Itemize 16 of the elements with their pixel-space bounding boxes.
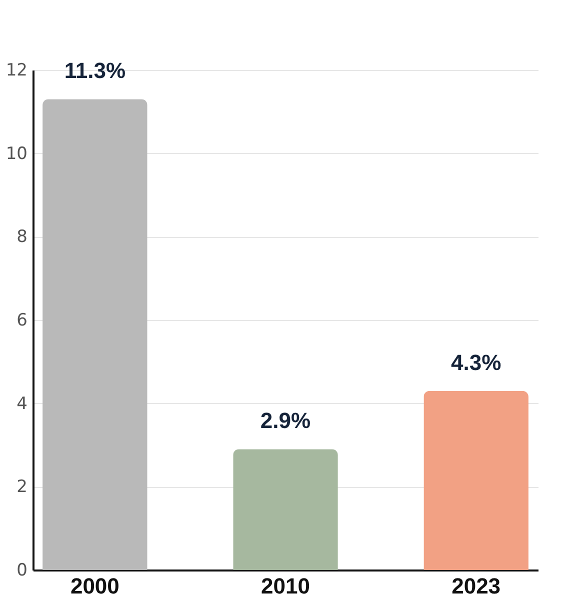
bar bbox=[424, 390, 528, 570]
x-tick-label: 2010 bbox=[261, 574, 310, 598]
y-tick-label: 12 bbox=[6, 60, 28, 80]
y-tick-label: 10 bbox=[6, 144, 28, 164]
y-tick-label: 8 bbox=[16, 227, 28, 248]
data-label: 2.9% bbox=[260, 408, 311, 434]
bar bbox=[42, 99, 148, 570]
data-label: 4.3% bbox=[450, 350, 502, 375]
x-tick-label: 2000 bbox=[70, 574, 120, 598]
y-tick-label: 2 bbox=[16, 477, 28, 498]
x-tick-label: 2023 bbox=[452, 574, 501, 598]
data-label: 11.3% bbox=[64, 58, 126, 84]
y-tick-label: 6 bbox=[16, 310, 28, 330]
y-tick-label: 4 bbox=[16, 394, 28, 414]
y-tick-label: 0 bbox=[16, 560, 28, 580]
bar bbox=[233, 449, 338, 570]
